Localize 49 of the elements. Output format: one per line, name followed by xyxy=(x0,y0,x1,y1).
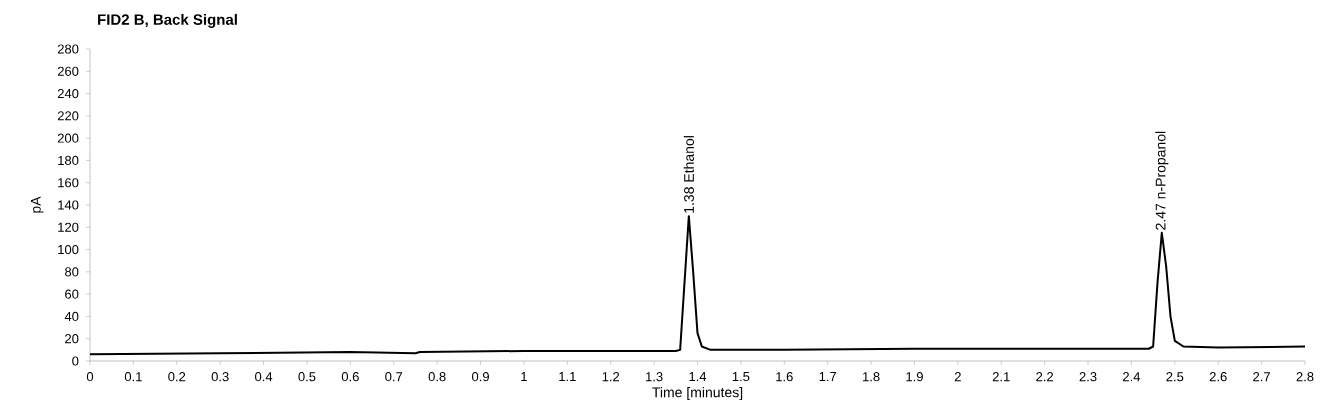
x-tick-label: 2.4 xyxy=(1123,372,1141,382)
x-tick-label: 0.5 xyxy=(298,372,316,382)
x-tick-label: 1.1 xyxy=(559,372,576,382)
y-tick-label: 120 xyxy=(58,222,79,232)
x-tick-label: 2.7 xyxy=(1253,372,1270,382)
x-axis-title: Time [minutes] xyxy=(652,387,743,401)
x-tick-label: 0.1 xyxy=(124,372,142,382)
y-tick-label: 160 xyxy=(58,178,79,188)
x-tick-label: 1.3 xyxy=(646,372,663,382)
y-tick-label: 80 xyxy=(65,267,79,277)
chart-title: FID2 B, Back Signal xyxy=(98,13,237,28)
y-tick-label: 220 xyxy=(57,111,79,121)
x-tick-label: 0 xyxy=(86,372,94,382)
x-tick-label: 2 xyxy=(954,372,961,382)
x-tick-label: 2.6 xyxy=(1209,372,1227,382)
x-tick-label: 2.8 xyxy=(1296,372,1314,382)
x-tick-label: 1.4 xyxy=(689,372,707,382)
x-tick-label: 1 xyxy=(521,372,527,382)
x-tick-label: 1.8 xyxy=(863,372,880,382)
y-tick-label: 40 xyxy=(64,311,79,322)
x-tick-label: 1.7 xyxy=(819,372,837,382)
x-tick-label: 0.7 xyxy=(385,372,403,382)
x-tick-label: 2.5 xyxy=(1166,372,1184,382)
x-tick-label: 0.3 xyxy=(211,372,229,382)
x-tick-label: 1.5 xyxy=(732,372,750,382)
x-tick-label: 2.2 xyxy=(1036,372,1054,382)
x-tick-label: 0.9 xyxy=(472,372,489,382)
y-tick-label: 240 xyxy=(57,88,79,99)
y-tick-label: 60 xyxy=(65,289,79,299)
y-tick-label: 0 xyxy=(72,356,79,366)
x-tick-label: 2.3 xyxy=(1079,372,1097,382)
x-tick-label: 1.6 xyxy=(776,372,793,382)
y-tick-label: 140 xyxy=(58,200,79,210)
y-tick-label: 180 xyxy=(58,155,79,166)
y-tick-label: 100 xyxy=(58,244,79,255)
y-tick-label: 260 xyxy=(57,66,79,76)
x-tick-label: 1.2 xyxy=(602,372,620,382)
x-tick-label: 1.9 xyxy=(906,372,923,382)
y-tick-label: 20 xyxy=(65,334,79,344)
x-tick-label: 0.2 xyxy=(168,372,186,382)
x-tick-label: 0.4 xyxy=(255,372,273,382)
y-tick-label: 280 xyxy=(57,44,79,54)
y-axis-title: pA xyxy=(30,196,44,213)
x-tick-label: 0.8 xyxy=(428,372,446,382)
x-tick-label: 0.6 xyxy=(341,372,359,382)
annotation: 1.38 Ethanol xyxy=(683,136,694,213)
y-tick-label: 200 xyxy=(57,133,79,143)
annotation: 2.47 n-Propanol xyxy=(1155,131,1169,230)
x-tick-label: 2.1 xyxy=(992,372,1010,382)
